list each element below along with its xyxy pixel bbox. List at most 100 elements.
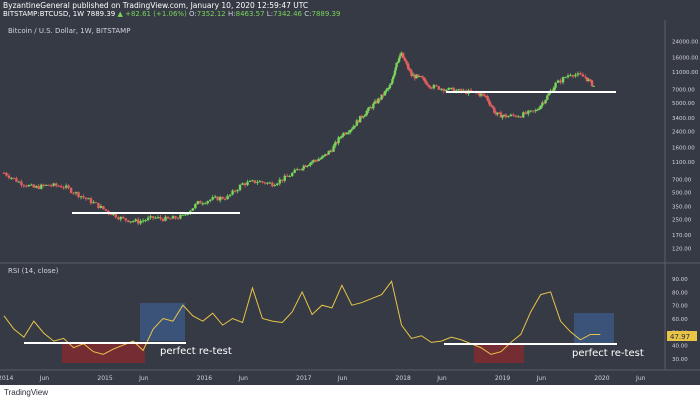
candle-body — [266, 182, 269, 184]
candle-body — [522, 112, 525, 118]
candle-body — [484, 95, 488, 97]
candle-body — [396, 62, 399, 64]
candle-body — [281, 179, 284, 181]
candle-body — [204, 203, 207, 205]
candle-body — [411, 74, 415, 76]
candle-body — [400, 52, 403, 56]
candle-body — [541, 102, 544, 106]
candle-body — [574, 74, 577, 77]
last-price: 7889.39 — [86, 10, 116, 18]
candle-body — [380, 94, 383, 100]
candle-body — [450, 87, 453, 89]
candle-body — [435, 85, 438, 87]
rsi-tick-label: 60.00 — [672, 317, 688, 323]
candle-body — [304, 165, 307, 167]
candle-body — [238, 184, 242, 191]
candle-body — [392, 76, 395, 80]
chart-canvas[interactable]: Bitcoin / U.S. Dollar, 1W, BITSTAMP RSI … — [0, 0, 700, 385]
candle-body — [428, 85, 431, 88]
candle-body — [360, 115, 363, 118]
candle-body — [92, 202, 95, 204]
retest-box-2 — [574, 313, 614, 343]
candle-body — [527, 110, 530, 114]
price-tick-label: 3400.00 — [672, 116, 695, 122]
footer-bar: TradingView — [0, 385, 700, 402]
candle-body — [283, 175, 286, 181]
candle-body — [315, 160, 319, 162]
candle-body — [401, 52, 405, 59]
candle-body — [20, 181, 23, 186]
candle-body — [32, 184, 36, 188]
candle-body — [2, 172, 6, 174]
candle-body — [291, 172, 294, 177]
oversold-box-1 — [62, 343, 145, 363]
candle-body — [87, 198, 90, 200]
candle-body — [69, 187, 73, 193]
candle-body — [519, 116, 522, 118]
candle-body — [329, 150, 332, 152]
candle-body — [544, 99, 547, 104]
candle-body — [256, 182, 259, 184]
price-tick-label: 7000.00 — [672, 88, 695, 94]
candle-body — [347, 132, 350, 134]
candle-body — [489, 104, 493, 106]
candle-body — [344, 132, 347, 135]
candle-body — [501, 115, 504, 118]
candle-body — [124, 218, 127, 221]
candle-body — [547, 93, 551, 96]
candle-body — [503, 114, 506, 116]
candle-body — [286, 175, 289, 177]
candle-body — [94, 202, 98, 204]
candle-body — [423, 78, 426, 82]
candle-body — [339, 137, 342, 139]
candle-body — [406, 63, 410, 70]
candle-body — [27, 185, 31, 187]
candle-body — [233, 190, 237, 192]
candle-body — [319, 158, 322, 160]
candle-body — [579, 73, 582, 75]
candle-body — [156, 217, 160, 219]
candle-body — [327, 151, 330, 155]
price-tick-label: 500.00 — [672, 191, 692, 197]
rsi-series — [3, 280, 601, 355]
candle-body — [184, 214, 187, 216]
rsi-tick-label: 70.00 — [672, 304, 688, 310]
rsi-tick-label: 80.00 — [672, 290, 688, 296]
price-tick-label: 250.00 — [672, 218, 692, 224]
candle-body — [161, 218, 165, 221]
candle-body — [529, 110, 532, 112]
candle-body — [251, 180, 254, 182]
candle-body — [483, 94, 486, 96]
candle-body — [418, 76, 421, 78]
candle-body — [391, 79, 394, 84]
tradingview-logo[interactable]: TradingView — [4, 388, 49, 397]
time-tick-label: 2016 — [197, 375, 212, 382]
candle-body — [40, 184, 43, 189]
price-tick-label: 2400.00 — [672, 129, 695, 135]
candle-body — [216, 196, 219, 201]
time-tick-label: 2020 — [594, 375, 609, 382]
candle-body — [420, 76, 423, 78]
candle-body — [581, 74, 585, 77]
time-tick-label: Jun — [635, 375, 646, 382]
candle-body — [556, 80, 560, 83]
candle-body — [181, 214, 185, 216]
candle-body — [564, 77, 567, 79]
time-tick-label: Jun — [536, 375, 547, 382]
candle-body — [504, 114, 508, 118]
candle-body — [132, 221, 135, 223]
candle-body — [496, 112, 499, 115]
candle-body — [191, 208, 195, 211]
candle-body — [536, 109, 539, 111]
candle-body — [99, 205, 103, 208]
candle-body — [350, 129, 354, 131]
candle-body — [176, 218, 180, 220]
candle-body — [228, 194, 232, 196]
candle-body — [325, 153, 329, 155]
candle-body — [164, 216, 167, 221]
time-tick-label: Jun — [238, 375, 249, 382]
candle-body — [97, 202, 100, 208]
candle-body — [314, 160, 317, 162]
candle-body — [397, 61, 400, 63]
candle-body — [57, 185, 60, 187]
